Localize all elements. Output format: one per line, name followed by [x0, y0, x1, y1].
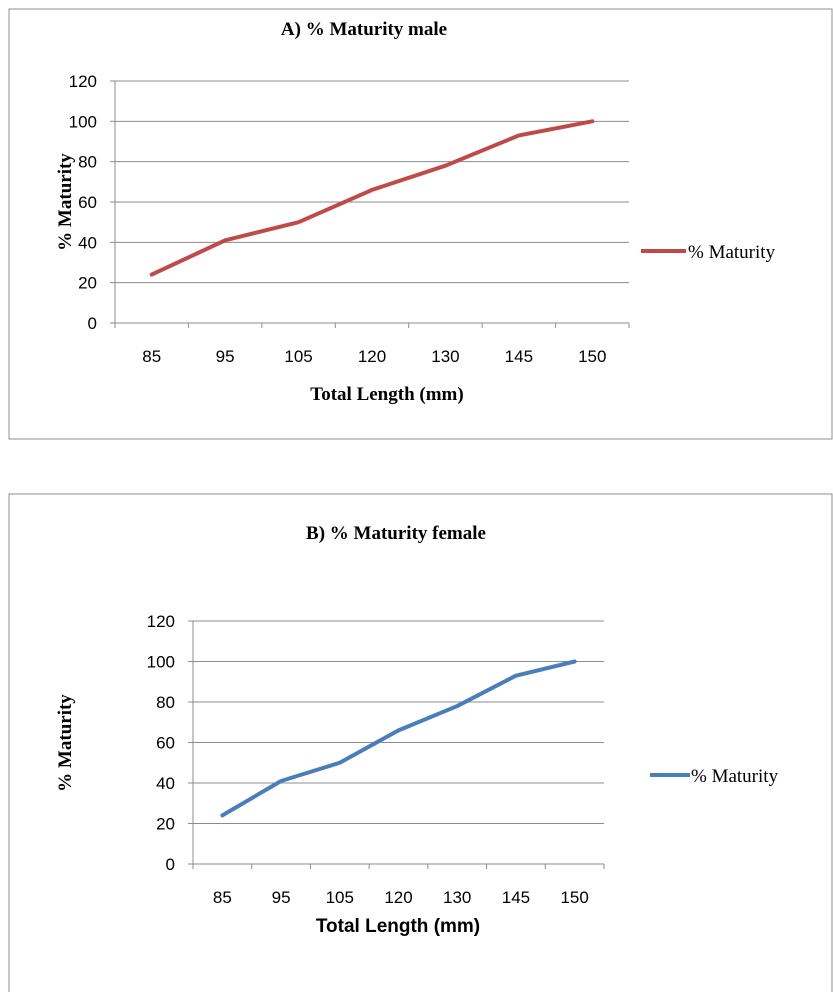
chart-b-y-tick-label: 120	[147, 612, 175, 631]
chart-b-y-tick-label: 60	[156, 734, 175, 753]
chart-b-x-tick-marks	[193, 864, 604, 869]
chart-a-x-axis-label: Total Length (mm)	[310, 384, 463, 405]
chart-a-y-tick-label: 100	[69, 112, 97, 131]
chart-a-legend-label: % Maturity	[688, 242, 776, 263]
chart-a-y-tick-label: 20	[78, 274, 97, 293]
chart-b-title: B) % Maturity female	[306, 523, 486, 544]
chart-a-x-tick-labels: 85 95 105 120 130 145 150	[142, 347, 606, 366]
chart-b-svg: B) % Maturity female 0 20 40 60 80 100 120 85 9…	[0, 485, 833, 992]
chart-b-y-tick-label: 100	[147, 653, 175, 672]
chart-a-x-tick-marks	[115, 323, 629, 328]
chart-a-y-tick-label: 40	[78, 233, 97, 252]
chart-b-x-tick-label: 105	[326, 888, 354, 907]
chart-a-x-tick-label: 145	[505, 347, 533, 366]
chart-a-x-tick-label: 150	[578, 347, 606, 366]
chart-a-x-tick-label: 105	[284, 347, 312, 366]
chart-b-x-tick-label: 150	[560, 888, 588, 907]
chart-b: B) % Maturity female 0 20 40 60 80 100 120 85 9…	[0, 485, 833, 992]
chart-a-y-tick-label: 80	[78, 153, 97, 172]
chart-a-y-axis-label: % Maturity	[55, 153, 76, 251]
chart-b-gridlines	[188, 621, 604, 864]
chart-b-x-tick-label: 95	[272, 888, 291, 907]
chart-b-y-tick-label: 20	[156, 815, 175, 834]
chart-a-y-tick-label: 0	[88, 314, 97, 333]
chart-b-x-tick-label: 130	[443, 888, 471, 907]
chart-a-gridlines	[110, 81, 629, 323]
chart-b-y-tick-label: 0	[166, 855, 175, 874]
chart-b-y-tick-labels: 0 20 40 60 80 100 120	[147, 612, 175, 874]
chart-b-x-tick-label: 85	[213, 888, 232, 907]
chart-a-x-tick-label: 85	[142, 347, 161, 366]
chart-b-x-tick-label: 120	[384, 888, 412, 907]
chart-a-x-tick-label: 130	[431, 347, 459, 366]
chart-a-x-tick-label: 120	[358, 347, 386, 366]
chart-b-series-line	[222, 662, 574, 816]
chart-a-svg: A) % Maturity male 0 20 40 60 80 100 120 85 95 1…	[0, 0, 833, 445]
chart-a-title: A) % Maturity male	[281, 19, 447, 40]
chart-b-y-tick-label: 80	[156, 693, 175, 712]
chart-a-x-tick-label: 95	[216, 347, 235, 366]
chart-b-x-axis-label: Total Length (mm)	[316, 916, 480, 937]
chart-a-frame	[9, 9, 832, 439]
chart-b-y-axis-label: % Maturity	[55, 694, 76, 792]
chart-a-y-tick-label: 120	[69, 72, 97, 91]
chart-b-x-tick-label: 145	[502, 888, 530, 907]
chart-a: A) % Maturity male 0 20 40 60 80 100 120 85 95 1…	[0, 0, 833, 445]
chart-b-y-tick-label: 40	[156, 774, 175, 793]
chart-b-legend-label: % Maturity	[691, 766, 779, 787]
chart-b-x-tick-labels: 85 95 105 120 130 145 150	[213, 888, 589, 907]
chart-a-y-tick-label: 60	[78, 193, 97, 212]
chart-a-series-line	[152, 121, 593, 274]
